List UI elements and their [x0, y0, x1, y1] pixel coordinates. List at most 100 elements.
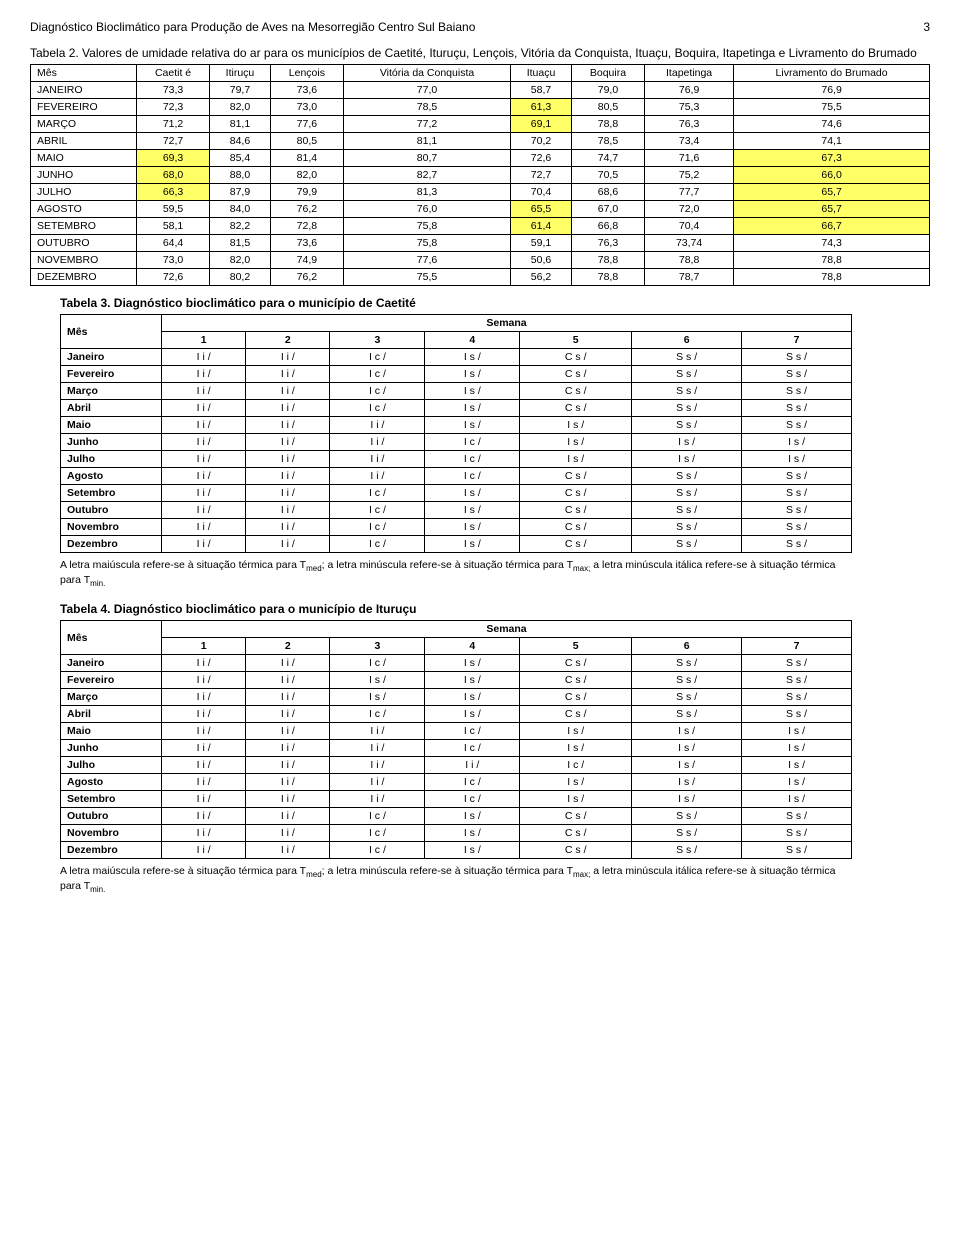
week-header: 2 — [246, 332, 330, 349]
table2-caption: Tabela 2. Valores de umidade relativa do… — [30, 46, 930, 60]
diag-cell: I s / — [520, 791, 632, 808]
month-cell: Janeiro — [61, 349, 162, 366]
diag-cell: C s / — [520, 383, 632, 400]
table-row: SetembroI i /I i /I i /I c /I s /I s /I … — [61, 791, 852, 808]
table4-head: Mês Semana 1234567 — [61, 621, 852, 655]
value-cell: 80,2 — [210, 269, 271, 286]
week-header: 4 — [425, 638, 520, 655]
table4: Mês Semana 1234567 JaneiroI i /I i /I c … — [60, 620, 852, 859]
table-row: MaioI i /I i /I i /I s /I s /S s /S s / — [61, 417, 852, 434]
table-row: ABRIL72,784,680,581,170,278,573,474,1 — [31, 133, 930, 150]
table-row: FEVEREIRO72,382,073,078,561,380,575,375,… — [31, 99, 930, 116]
value-cell: 73,6 — [270, 82, 343, 99]
diag-cell: S s / — [742, 417, 852, 434]
value-cell: 50,6 — [511, 252, 572, 269]
diag-cell: I i / — [246, 417, 330, 434]
value-cell: 78,7 — [645, 269, 734, 286]
diag-cell: I i / — [162, 808, 246, 825]
week-header: 3 — [330, 638, 425, 655]
diag-cell: I s / — [425, 366, 520, 383]
diag-cell: S s / — [742, 468, 852, 485]
month-cell: AGOSTO — [31, 201, 137, 218]
table2-body: JANEIRO73,379,773,677,058,779,076,976,9F… — [31, 82, 930, 286]
diag-cell: I s / — [425, 536, 520, 553]
month-cell: Fevereiro — [61, 672, 162, 689]
diag-cell: I i / — [246, 825, 330, 842]
week-header: 3 — [330, 332, 425, 349]
value-cell: 76,2 — [270, 269, 343, 286]
table3: Mês Semana 1234567 JaneiroI i /I i /I c … — [60, 314, 852, 553]
value-cell: 72,7 — [137, 133, 210, 150]
month-cell: Outubro — [61, 502, 162, 519]
value-cell: 79,7 — [210, 82, 271, 99]
diag-cell: I c / — [330, 383, 425, 400]
value-cell: 66,0 — [734, 167, 930, 184]
footnote-sub: min. — [90, 579, 105, 588]
diag-cell: I s / — [742, 740, 852, 757]
diag-cell: I c / — [425, 434, 520, 451]
value-cell: 68,6 — [571, 184, 644, 201]
diag-cell: I c / — [330, 825, 425, 842]
table4-semana-header: Semana — [162, 621, 852, 638]
value-cell: 77,6 — [343, 252, 510, 269]
diag-cell: I i / — [162, 825, 246, 842]
diag-cell: I i / — [330, 468, 425, 485]
week-header: 1 — [162, 638, 246, 655]
table2-head: MêsCaetit éItiruçuLençoisVitória da Conq… — [31, 65, 930, 82]
value-cell: 79,9 — [270, 184, 343, 201]
value-cell: 73,6 — [270, 235, 343, 252]
value-cell: 76,0 — [343, 201, 510, 218]
table-row: JaneiroI i /I i /I c /I s /C s /S s /S s… — [61, 655, 852, 672]
diag-cell: S s / — [742, 655, 852, 672]
diag-cell: I i / — [162, 502, 246, 519]
month-cell: DEZEMBRO — [31, 269, 137, 286]
footnote-text: ; a letra minúscula refere-se à situação… — [322, 559, 573, 571]
value-cell: 65,5 — [511, 201, 572, 218]
diag-cell: S s / — [632, 417, 742, 434]
diag-cell: I i / — [246, 672, 330, 689]
table-row: MARÇO71,281,177,677,269,178,876,374,6 — [31, 116, 930, 133]
table-row: AGOSTO59,584,076,276,065,567,072,065,7 — [31, 201, 930, 218]
value-cell: 66,3 — [137, 184, 210, 201]
diag-cell: S s / — [742, 825, 852, 842]
value-cell: 58,1 — [137, 218, 210, 235]
diag-cell: I s / — [425, 842, 520, 859]
diag-cell: I s / — [742, 774, 852, 791]
month-cell: JANEIRO — [31, 82, 137, 99]
value-cell: 78,8 — [571, 252, 644, 269]
value-cell: 78,5 — [571, 133, 644, 150]
value-cell: 76,2 — [270, 201, 343, 218]
month-cell: ABRIL — [31, 133, 137, 150]
diag-cell: S s / — [742, 366, 852, 383]
diag-cell: I i / — [162, 536, 246, 553]
diag-cell: I s / — [520, 723, 632, 740]
diag-cell: I i / — [162, 417, 246, 434]
diag-cell: I c / — [330, 349, 425, 366]
footnote-text: ; a letra minúscula refere-se à situação… — [322, 865, 573, 877]
diag-cell: S s / — [742, 536, 852, 553]
month-cell: JUNHO — [31, 167, 137, 184]
value-cell: 75,5 — [734, 99, 930, 116]
diag-cell: I c / — [425, 774, 520, 791]
diag-cell: I i / — [246, 502, 330, 519]
table-row: JaneiroI i /I i /I c /I s /C s /S s /S s… — [61, 349, 852, 366]
diag-cell: I i / — [246, 808, 330, 825]
value-cell: 72,8 — [270, 218, 343, 235]
table3-caption: Tabela 3. Diagnóstico bioclimático para … — [60, 296, 930, 310]
diag-cell: I i / — [330, 757, 425, 774]
month-cell: FEVEREIRO — [31, 99, 137, 116]
diag-cell: I i / — [162, 366, 246, 383]
month-cell: NOVEMBRO — [31, 252, 137, 269]
diag-cell: C s / — [520, 349, 632, 366]
diag-cell: S s / — [632, 655, 742, 672]
value-cell: 69,1 — [511, 116, 572, 133]
value-cell: 74,6 — [734, 116, 930, 133]
value-cell: 73,74 — [645, 235, 734, 252]
diag-cell: I s / — [425, 485, 520, 502]
footnote-text: A letra maiúscula refere-se à situação t… — [60, 559, 306, 571]
diag-cell: S s / — [742, 502, 852, 519]
table4-caption: Tabela 4. Diagnóstico bioclimático para … — [60, 602, 930, 616]
diag-cell: I s / — [425, 706, 520, 723]
footnote-sub: max; — [573, 870, 590, 879]
diag-cell: S s / — [632, 366, 742, 383]
